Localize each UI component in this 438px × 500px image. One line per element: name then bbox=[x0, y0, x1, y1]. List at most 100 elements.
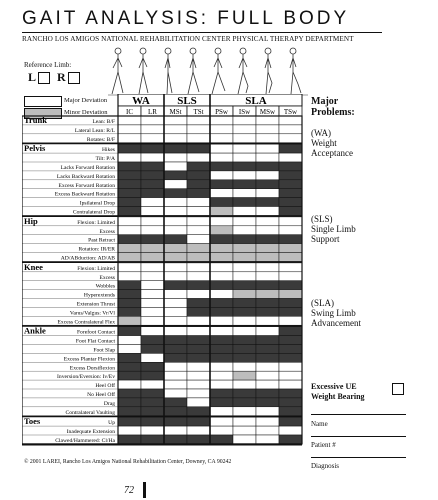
grid-cell bbox=[117, 234, 142, 244]
reference-limb-label: Reference Limb: bbox=[24, 61, 72, 69]
row-label: Flexion: Limited bbox=[77, 266, 115, 272]
page-number: 72 bbox=[124, 485, 134, 496]
gait-figure-2 bbox=[138, 47, 149, 95]
grid-cell bbox=[209, 143, 234, 154]
grid-cell bbox=[278, 335, 303, 345]
subphase-ic: IC bbox=[126, 108, 133, 116]
grid-cell bbox=[255, 425, 280, 436]
grid-cell bbox=[163, 406, 188, 416]
grid-cell bbox=[255, 179, 280, 189]
row-label: Inadequate Extension bbox=[67, 429, 116, 435]
reference-limb-right[interactable]: R bbox=[57, 70, 80, 85]
grid-cell bbox=[255, 326, 280, 336]
grid-cell bbox=[140, 179, 165, 189]
grid-cell bbox=[163, 289, 188, 299]
gait-figure-6 bbox=[237, 47, 249, 95]
grid-cell bbox=[278, 406, 303, 416]
grid-cell bbox=[163, 234, 188, 244]
grid-cell bbox=[255, 370, 280, 381]
grid-cell bbox=[255, 133, 280, 143]
row-label: Flexion: Limited bbox=[77, 220, 115, 226]
grid-cell bbox=[255, 379, 280, 390]
section-pelvis: Pelvis bbox=[24, 143, 46, 153]
reference-limb-left-checkbox[interactable] bbox=[38, 71, 51, 84]
grid-cell bbox=[232, 434, 257, 445]
row-label: Up bbox=[108, 420, 115, 426]
grid-cell bbox=[140, 335, 165, 345]
copyright-footer: © 2001 LAREI, Rancho Los Amigos National… bbox=[24, 459, 232, 465]
grid-cell bbox=[140, 406, 165, 416]
grid-cell bbox=[278, 425, 303, 436]
grid-cell bbox=[209, 161, 234, 172]
grid-cell bbox=[232, 234, 257, 244]
grid-cell bbox=[278, 161, 303, 172]
gait-figure-7 bbox=[264, 47, 273, 95]
gait-figure-4 bbox=[187, 47, 200, 95]
grid-cell bbox=[255, 188, 280, 198]
grid-cell bbox=[117, 170, 142, 181]
grid-cell bbox=[140, 425, 165, 436]
row-label: Excess bbox=[99, 229, 115, 235]
grid-cell bbox=[232, 388, 257, 399]
grid-cell bbox=[278, 133, 303, 143]
grid-cell bbox=[186, 425, 211, 436]
grid-cell bbox=[232, 335, 257, 345]
grid-cell bbox=[209, 170, 234, 181]
row-label: Heel Off bbox=[95, 382, 115, 389]
grid-cell bbox=[232, 280, 257, 290]
grid-cell bbox=[140, 307, 165, 317]
subphase-psw: PSw bbox=[215, 108, 229, 116]
problems-heading: Problems: bbox=[311, 107, 355, 118]
grid-cell bbox=[140, 370, 165, 381]
row-label: Foot Flat Contact bbox=[76, 339, 116, 345]
grid-cell bbox=[255, 353, 280, 363]
grid-cell bbox=[232, 298, 257, 308]
grid-cell bbox=[163, 225, 188, 235]
grid-cell bbox=[186, 206, 211, 216]
grid-cell bbox=[278, 216, 303, 227]
reference-limb-left[interactable]: L bbox=[28, 70, 51, 85]
diagnosis-label: Diagnosis bbox=[311, 462, 339, 470]
deviation-grid: WA IC LR SLS MSt TSt SLA PSw ISw MSw TSw Trunk Lean:… bbox=[22, 94, 310, 459]
grid-cell bbox=[117, 216, 142, 227]
grid-cell bbox=[117, 262, 142, 273]
grid-cell bbox=[232, 170, 257, 181]
grid-cell bbox=[255, 124, 280, 135]
grid-cell bbox=[140, 289, 165, 299]
grid-cell bbox=[186, 115, 211, 126]
grid-cell bbox=[209, 225, 234, 235]
grid-cell bbox=[186, 216, 211, 227]
gait-cycle-figures bbox=[108, 46, 308, 98]
grid-cell bbox=[163, 434, 188, 445]
ue-weight-bearing-checkbox[interactable] bbox=[392, 383, 404, 395]
grid-cell bbox=[255, 406, 280, 416]
grid-cell bbox=[209, 289, 234, 299]
grid-cell bbox=[140, 388, 165, 399]
sls-line1: Single Limb bbox=[311, 224, 356, 234]
reference-limb-right-checkbox[interactable] bbox=[67, 71, 80, 84]
grid-cell bbox=[117, 362, 142, 372]
grid-cell bbox=[140, 225, 165, 235]
patient-rule bbox=[311, 436, 406, 437]
grid-cell bbox=[117, 406, 142, 416]
legend-minor-swatch bbox=[24, 108, 62, 119]
grid-cell bbox=[255, 262, 280, 273]
grid-cell bbox=[255, 197, 280, 207]
grid-cell bbox=[255, 298, 280, 308]
grid-cell bbox=[278, 179, 303, 189]
grid-cell bbox=[232, 179, 257, 189]
subphase-msw: MSw bbox=[260, 108, 276, 116]
grid-cell bbox=[278, 197, 303, 207]
grid-cell bbox=[163, 388, 188, 399]
grid-cell bbox=[255, 416, 280, 427]
grid-cell bbox=[140, 362, 165, 372]
grid-cell bbox=[163, 316, 188, 326]
grid-cell bbox=[209, 335, 234, 345]
grid-cell bbox=[140, 316, 165, 326]
grid-cell bbox=[232, 425, 257, 436]
grid-cell bbox=[255, 234, 280, 244]
row-label: Forefoot Contact bbox=[77, 329, 116, 336]
grid-cell bbox=[232, 362, 257, 372]
grid-cell bbox=[209, 298, 234, 308]
row-label: Hikes bbox=[102, 147, 115, 153]
